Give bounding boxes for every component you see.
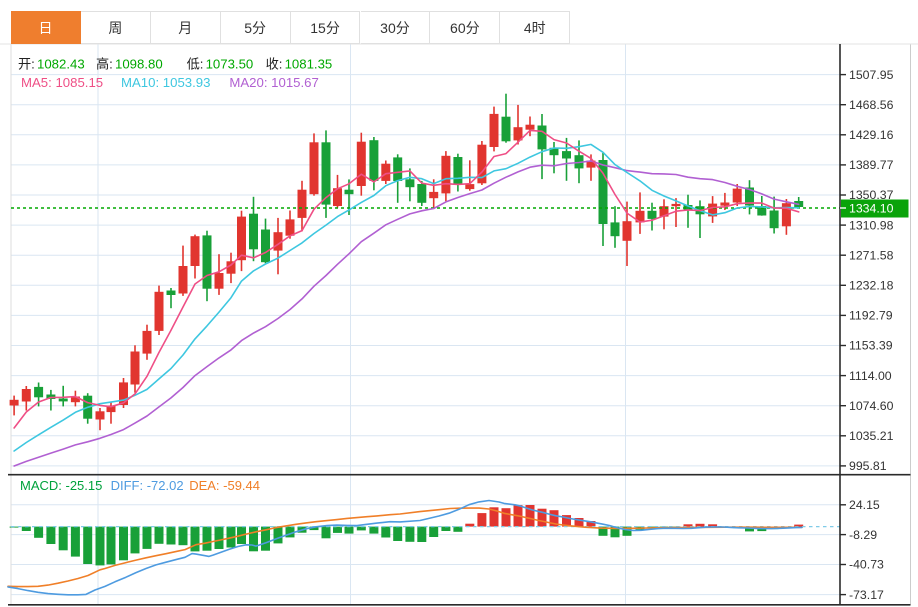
svg-text:1074.60: 1074.60 [849,399,894,413]
svg-text:24.15: 24.15 [849,498,880,512]
svg-text:1507.95: 1507.95 [849,68,894,82]
svg-text:1192.79: 1192.79 [849,309,893,323]
svg-text:1350.37: 1350.37 [849,188,894,202]
svg-text:-8.29: -8.29 [849,528,877,542]
svg-text:995.81: 995.81 [849,459,887,473]
svg-text:-40.73: -40.73 [849,558,884,572]
svg-text:1153.39: 1153.39 [849,339,893,353]
svg-text:1334.10: 1334.10 [849,202,894,216]
svg-text:1389.77: 1389.77 [849,158,894,172]
svg-text:1310.98: 1310.98 [849,218,894,232]
svg-text:1232.18: 1232.18 [849,279,894,293]
svg-text:1114.00: 1114.00 [849,369,892,383]
svg-text:1429.16: 1429.16 [849,128,894,142]
svg-text:-73.17: -73.17 [849,588,884,602]
svg-text:开:1082.43高:1098.80低:1073.50收:1: 开: 1082.43 高: 1098.80 低: 1073.50 收: 1081.35 [18,56,332,72]
svg-text:1035.21: 1035.21 [849,429,894,443]
svg-text:1468.56: 1468.56 [849,98,894,112]
svg-text:1271.58: 1271.58 [849,248,894,262]
